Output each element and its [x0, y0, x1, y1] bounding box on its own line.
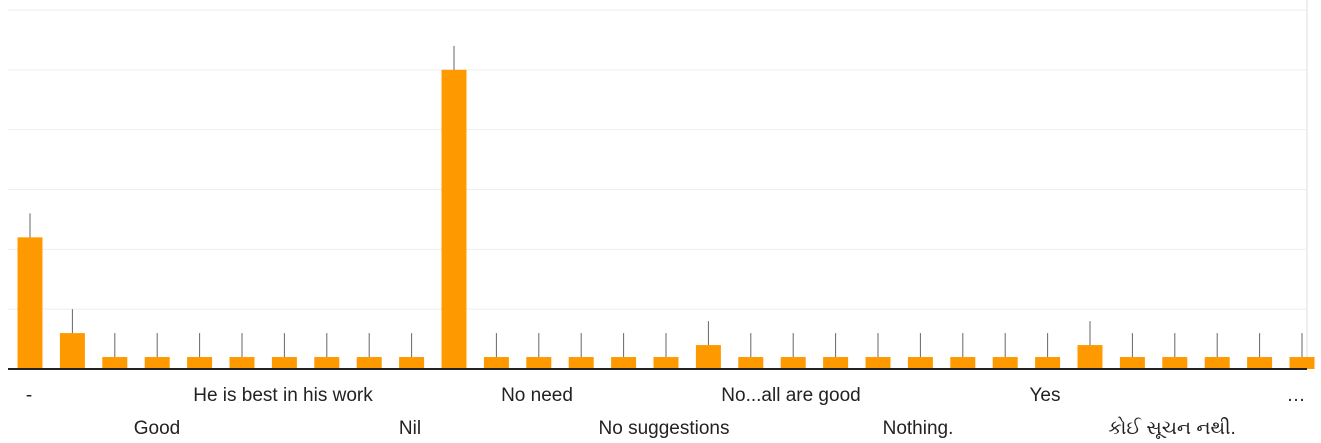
bar [568, 357, 594, 369]
bar [526, 357, 552, 369]
x-tick-labels: - Good He is best in his work Nil No nee… [26, 385, 1306, 439]
bar [823, 357, 849, 369]
x-tick-label: કોઈ સૂચન નથી. [1108, 417, 1236, 439]
x-tick-label: No need [501, 385, 573, 406]
bar [229, 357, 255, 369]
bar [950, 357, 976, 369]
bar [738, 357, 764, 369]
x-tick-label: Nil [399, 418, 421, 439]
bar [314, 357, 340, 369]
bar [907, 357, 933, 369]
bar [1077, 345, 1103, 369]
x-tick-label: He is best in his work [193, 385, 373, 406]
x-tick-label: No suggestions [599, 418, 730, 439]
bar [695, 345, 721, 369]
bar [1119, 357, 1145, 369]
bar [780, 357, 806, 369]
bar [1247, 357, 1273, 369]
bar [356, 357, 382, 369]
bar [1289, 357, 1315, 369]
x-tick-label: Yes [1030, 385, 1061, 406]
x-tick-label: Nothing. [883, 418, 954, 439]
bar [144, 357, 170, 369]
x-tick-label: No...all are good [721, 385, 860, 406]
bar [653, 357, 679, 369]
bar [992, 357, 1018, 369]
bar [441, 69, 467, 369]
bar [1204, 357, 1230, 369]
error-bars [29, 45, 1303, 358]
gridlines [8, 9, 1307, 310]
bar [611, 357, 637, 369]
bar [59, 333, 85, 369]
bar [1035, 357, 1061, 369]
bar [399, 357, 425, 369]
bar [1162, 357, 1188, 369]
bar [271, 357, 297, 369]
bars [17, 69, 1315, 369]
bar [17, 237, 43, 369]
x-tick-label: Good [134, 418, 180, 439]
bar [187, 357, 213, 369]
bar [102, 357, 128, 369]
bar [483, 357, 509, 369]
x-tick-label: … [1287, 385, 1306, 406]
bar [865, 357, 891, 369]
x-tick-label: - [26, 385, 32, 406]
